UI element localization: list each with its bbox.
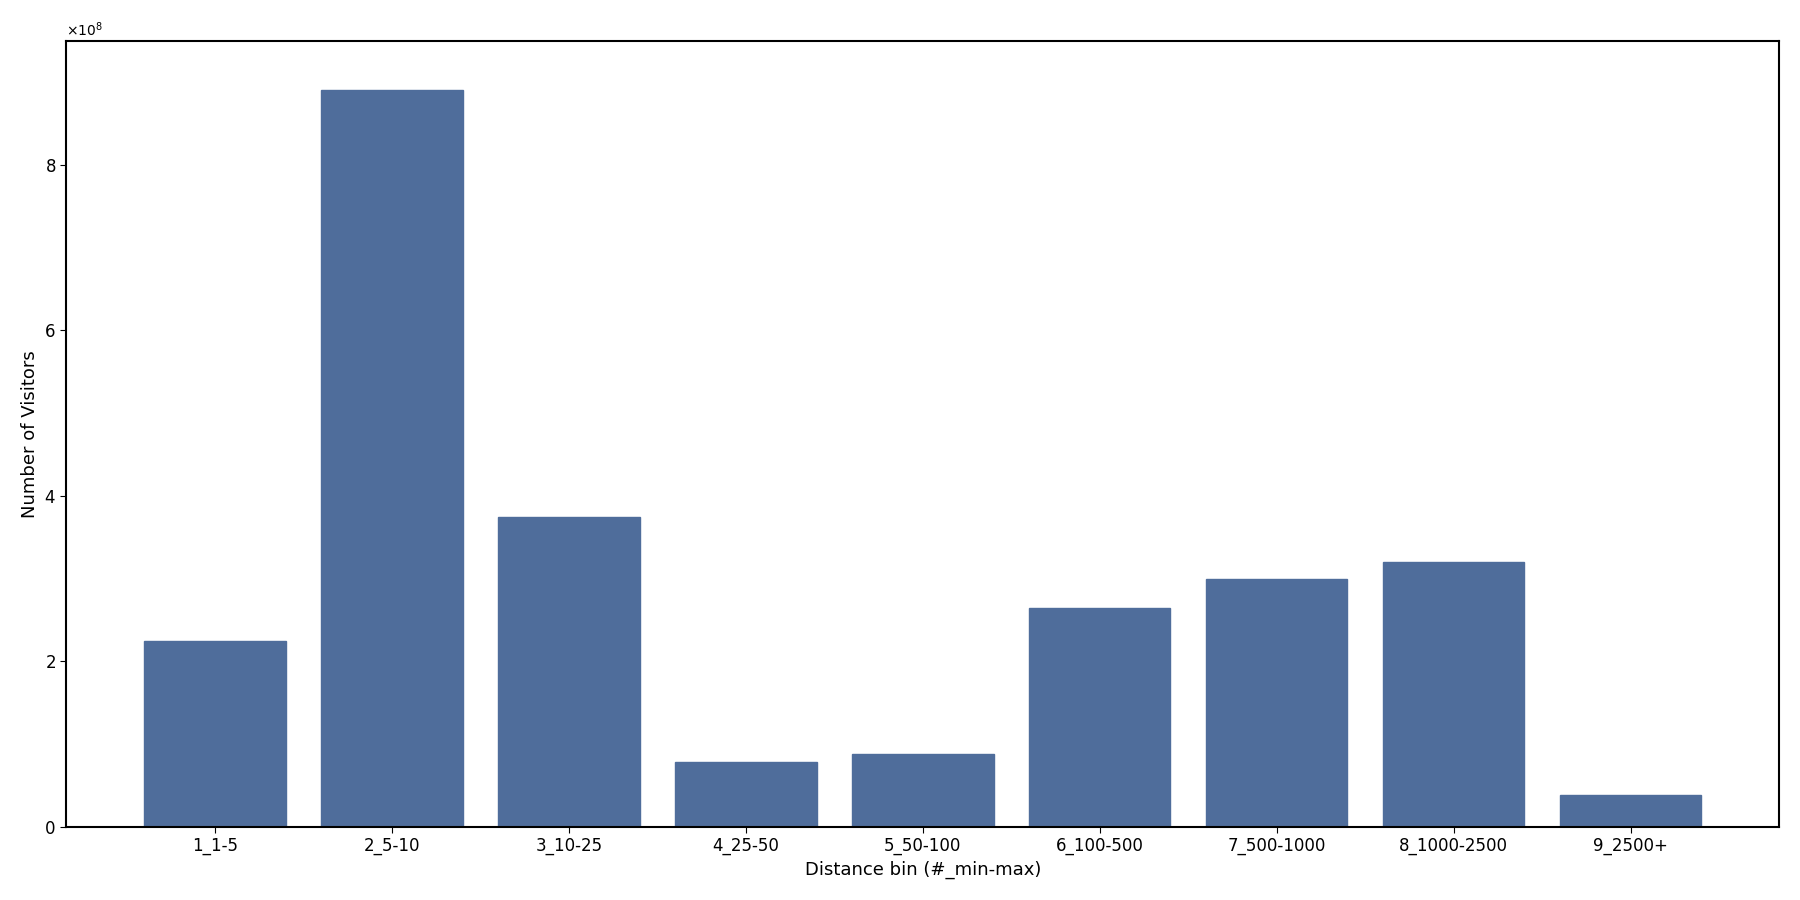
Bar [320,90,463,827]
Bar [675,762,817,827]
Bar [851,754,994,827]
Bar [144,641,286,827]
Bar [1561,796,1701,827]
Bar [1382,562,1525,827]
Bar [499,517,639,827]
Bar [1030,608,1170,827]
Bar [1206,579,1348,827]
X-axis label: Distance bin (#_min-max): Distance bin (#_min-max) [805,861,1040,879]
Y-axis label: Number of Visitors: Number of Visitors [22,350,40,518]
